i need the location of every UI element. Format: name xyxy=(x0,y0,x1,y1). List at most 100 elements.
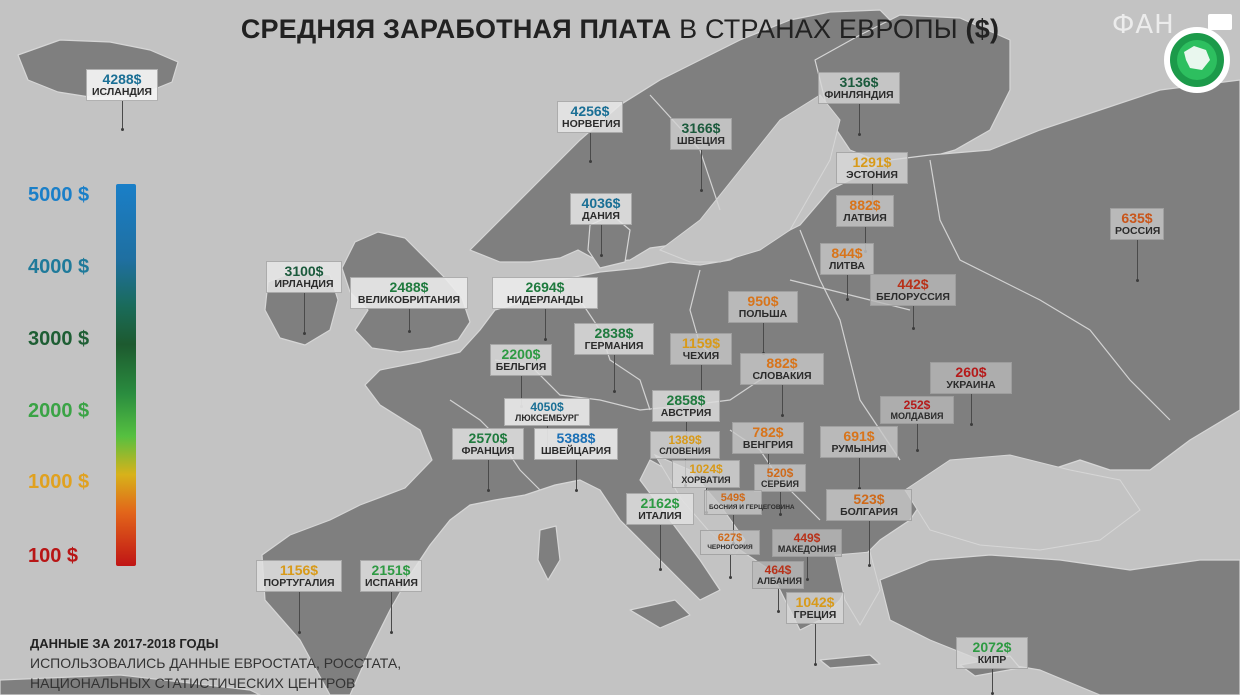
country-label: 2072$ КИПР xyxy=(956,637,1028,669)
salary-value: 252$ xyxy=(903,398,931,412)
country-name: ПОЛЬША xyxy=(738,308,788,320)
location-pin xyxy=(858,458,861,490)
salary-value: 520$ xyxy=(766,466,794,480)
landmass-north-africa xyxy=(0,674,261,695)
country-name: БЕЛЬГИЯ xyxy=(495,361,547,373)
location-pin xyxy=(589,133,592,163)
country-name: ШВЕЦИЯ xyxy=(677,135,725,147)
location-pin xyxy=(1136,240,1139,282)
salary-value: 782$ xyxy=(752,424,784,440)
country-label: 2838$ ГЕРМАНИЯ xyxy=(574,323,654,355)
salary-value: 4050$ xyxy=(530,400,564,414)
country-label: 549$ БОСНИЯ И ГЕРЦЕГОВИНА xyxy=(704,490,795,515)
salary-value: 2858$ xyxy=(666,392,706,408)
salary-value: 1389$ xyxy=(668,433,702,447)
title-unit: ($) xyxy=(965,14,1000,44)
border-line xyxy=(929,159,1171,421)
salary-value: 627$ xyxy=(717,532,743,544)
location-pin xyxy=(762,323,765,355)
country-name: МОЛДАВИЯ xyxy=(890,411,944,421)
landmass-continent xyxy=(261,79,1240,695)
country-label: 2200$ БЕЛЬГИЯ xyxy=(490,344,552,376)
country-name: ВЕНГРИЯ xyxy=(742,439,794,451)
salary-value: 4256$ xyxy=(570,103,610,119)
salary-value: 3166$ xyxy=(681,120,721,136)
source-note-line1: ИСПОЛЬЗОВАЛИСЬ ДАННЫЕ ЕВРОСТАТА, РОССТАТ… xyxy=(30,655,402,671)
location-pin xyxy=(858,104,861,136)
country-label: 3136$ ФИНЛЯНДИЯ xyxy=(818,72,900,104)
salary-value: 2072$ xyxy=(972,639,1012,655)
location-pin xyxy=(777,589,780,613)
salary-color-scale xyxy=(116,184,136,566)
country-label: 4050$ ЛЮКСЕМБУРГ xyxy=(504,398,590,426)
country-name: ДАНИЯ xyxy=(582,210,620,222)
country-label: 635$ РОССИЯ xyxy=(1110,208,1164,240)
title-light: В СТРАНАХ ЕВРОПЫ xyxy=(679,14,958,44)
logo-wordmark: ФАН xyxy=(1112,10,1175,40)
country-label: 691$ РУМЫНИЯ xyxy=(820,426,898,458)
salary-value: 2838$ xyxy=(594,325,634,341)
country-name: ЧЕХИЯ xyxy=(682,350,720,362)
salary-value: 449$ xyxy=(793,531,821,545)
black-sea xyxy=(904,454,1141,551)
location-pin xyxy=(613,355,616,393)
country-label: 3100$ ИРЛАНДИЯ xyxy=(266,261,342,293)
country-label: 4256$ НОРВЕГИЯ xyxy=(557,101,623,133)
country-label: 1291$ ЭСТОНИЯ xyxy=(836,152,908,184)
country-name: ЧЕРНОГОРИЯ xyxy=(707,544,753,551)
country-label: 2162$ ИТАЛИЯ xyxy=(626,493,694,525)
location-pin xyxy=(390,592,393,634)
title-bold: СРЕДНЯЯ ЗАРАБОТНАЯ ПЛАТА xyxy=(240,14,672,44)
location-pin xyxy=(121,101,124,131)
country-name: ВЕЛИКОБРИТАНИЯ xyxy=(357,294,461,306)
scale-label: 5000 $ xyxy=(28,184,90,206)
salary-value: 4036$ xyxy=(581,195,621,211)
country-name: ЛИТВА xyxy=(829,260,865,272)
country-name: ИТАЛИЯ xyxy=(638,510,682,522)
source-note-line2: НАЦИОНАЛЬНЫХ СТАТИСТИЧЕСКИХ ЦЕНТРОВ xyxy=(30,675,356,691)
country-name: ЭСТОНИЯ xyxy=(846,169,898,181)
country-name: ИРЛАНДИЯ xyxy=(274,278,334,290)
country-label: 950$ ПОЛЬША xyxy=(728,291,798,323)
salary-value: 950$ xyxy=(747,293,779,309)
salary-value: 464$ xyxy=(764,563,792,577)
country-label: 2570$ ФРАНЦИЯ xyxy=(452,428,524,460)
country-name: ИСЛАНДИЯ xyxy=(92,86,152,98)
location-pin xyxy=(912,306,915,330)
country-name: ГЕРМАНИЯ xyxy=(584,340,644,352)
country-label: 1156$ ПОРТУГАЛИЯ xyxy=(256,560,342,592)
scale-label: 1000 $ xyxy=(28,471,90,493)
country-name: РОССИЯ xyxy=(1115,225,1161,237)
location-pin xyxy=(700,365,703,393)
country-label: 1024$ ХОРВАТИЯ xyxy=(672,460,740,488)
salary-value: 1156$ xyxy=(279,562,319,578)
country-name: ЛАТВИЯ xyxy=(843,212,887,224)
country-name: АВСТРИЯ xyxy=(660,407,712,419)
location-pin xyxy=(600,225,603,257)
country-name: ЛЮКСЕМБУРГ xyxy=(515,413,579,423)
location-pin xyxy=(868,521,871,567)
salary-value: 4288$ xyxy=(102,71,142,87)
country-name: НИДЕРЛАНДЫ xyxy=(506,294,584,306)
border-line xyxy=(579,299,651,411)
country-name: ГРЕЦИЯ xyxy=(793,609,837,621)
salary-value: 2151$ xyxy=(371,562,411,578)
globe-logo-icon xyxy=(1164,14,1232,93)
country-label: 449$ МАКЕДОНИЯ xyxy=(772,529,842,557)
country-label: 1159$ ЧЕХИЯ xyxy=(670,333,732,365)
salary-value: 1159$ xyxy=(681,335,721,351)
location-pin xyxy=(408,309,411,333)
salary-value: 3136$ xyxy=(839,74,879,90)
country-label: 520$ СЕРБИЯ xyxy=(754,464,806,492)
salary-value: 2570$ xyxy=(468,430,508,446)
country-name: АЛБАНИЯ xyxy=(757,576,802,586)
country-label: 882$ СЛОВАКИЯ xyxy=(740,353,824,385)
location-pin xyxy=(970,394,973,426)
country-label: 2488$ ВЕЛИКОБРИТАНИЯ xyxy=(350,277,468,309)
location-pin xyxy=(916,424,919,452)
location-pin xyxy=(575,460,578,492)
salary-value: 2488$ xyxy=(389,279,429,295)
location-pin xyxy=(991,669,994,695)
country-name: БОСНИЯ И ГЕРЦЕГОВИНА xyxy=(709,504,795,511)
